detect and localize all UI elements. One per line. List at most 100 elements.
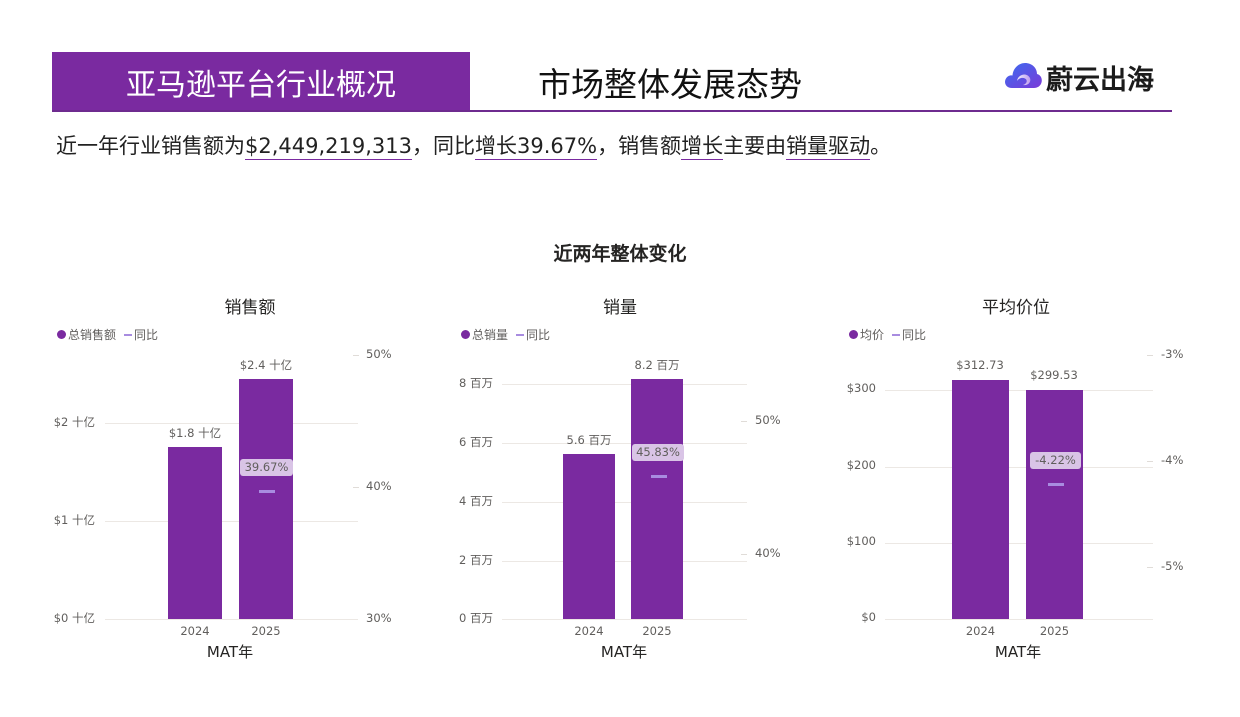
section-label: 亚马逊平台行业概况: [126, 68, 396, 103]
x-tick: 2024: [574, 624, 604, 638]
bar-value-label: $2.4 十亿: [239, 358, 293, 372]
yoy-label: 39.67%: [240, 459, 293, 476]
y-tick: 2 百万: [459, 553, 493, 567]
summary-driver: 销量驱动: [786, 134, 871, 160]
legend-item: 总销量: [472, 328, 509, 342]
y2-tick: -4%: [1161, 453, 1184, 467]
y-tick: $300: [846, 381, 876, 395]
yoy-marker[interactable]: [651, 475, 667, 478]
legend-dot-icon: [57, 330, 66, 339]
y2-tick: 50%: [755, 413, 781, 427]
y-tick: $100: [846, 534, 876, 548]
y2-tick: 50%: [366, 347, 392, 361]
gridline: [502, 384, 747, 385]
y2-tick-mark: [1147, 355, 1153, 356]
y-tick: $1 十亿: [53, 513, 95, 527]
summary-text-part: 。: [870, 134, 892, 158]
y-tick: 8 百万: [459, 376, 493, 390]
y-tick: 4 百万: [459, 494, 493, 508]
x-axis-title: MAT年: [600, 643, 648, 661]
gridline: [502, 502, 747, 503]
chart-title: 平均价位: [982, 298, 1050, 318]
x-tick: 2024: [965, 624, 996, 638]
legend-dash-icon: [892, 333, 901, 336]
legend-item: 均价: [860, 328, 885, 342]
summary-text: 近一年行业销售额为$2,449,219,313，同比增长39.67%，销售额增长…: [56, 130, 891, 160]
section-title: 近两年整体变化: [553, 243, 687, 265]
bar-value-label: 8.2 百万: [634, 358, 680, 372]
x-axis-title: MAT年: [206, 643, 254, 661]
legend-item: 同比: [526, 328, 551, 342]
brand-name: 蔚云出海: [1046, 65, 1154, 96]
y2-tick-mark: [1147, 567, 1153, 568]
summary-prefix: 近一年行业销售额为: [56, 134, 245, 158]
gridline: [502, 619, 747, 620]
chart-legend[interactable]: 总销售额 同比: [57, 326, 158, 343]
y2-tick-mark: [1147, 461, 1153, 462]
bar-2024[interactable]: [952, 380, 1009, 619]
page-title: 市场整体发展态势: [538, 65, 802, 104]
y-tick: 0 百万: [459, 611, 493, 625]
bar-2024[interactable]: [168, 447, 222, 619]
summary-text-part: ，同比: [412, 134, 475, 158]
y2-tick: 40%: [366, 479, 392, 493]
bar-2024[interactable]: [563, 454, 615, 619]
cloud-logo-icon: [1005, 63, 1042, 88]
header-divider: [52, 110, 1172, 112]
chart-title: 销量: [603, 298, 637, 318]
y2-tick-mark: [741, 554, 747, 555]
x-tick: 2024: [180, 624, 210, 638]
bar-2025[interactable]: [1026, 390, 1083, 619]
y2-tick: 30%: [366, 611, 392, 625]
gridline: [105, 423, 358, 424]
summary-sales-value: $2,449,219,313: [245, 134, 412, 160]
summary-growth: 增长39.67%: [475, 134, 598, 160]
summary-text-part: ，销售额: [597, 134, 682, 158]
legend-item: 同比: [902, 328, 927, 342]
x-axis-title: MAT年: [994, 643, 1042, 661]
legend-item: 同比: [134, 328, 159, 342]
y2-tick: 40%: [755, 546, 781, 560]
summary-growth-word: 增长: [681, 134, 724, 160]
y2-tick-mark: [353, 355, 359, 356]
gridline: [502, 561, 747, 562]
chart-legend[interactable]: 总销量 同比: [461, 326, 550, 343]
yoy-label: 45.83%: [632, 444, 684, 461]
y2-tick: -3%: [1161, 347, 1184, 361]
section-label-box: [52, 52, 470, 112]
legend-dot-icon: [461, 330, 470, 339]
bar-value-label: $1.8 十亿: [168, 426, 222, 440]
y2-tick-mark: [353, 487, 359, 488]
gridline: [885, 467, 1153, 468]
bar-2025[interactable]: [631, 379, 683, 619]
x-tick: 2025: [251, 624, 281, 638]
y-tick: $200: [846, 458, 876, 472]
legend-item: 总销售额: [68, 328, 117, 342]
legend-dash-icon: [124, 333, 133, 336]
gridline: [502, 443, 747, 444]
bar-value-label: $312.73: [956, 358, 1004, 372]
bar-value-label: 5.6 百万: [566, 433, 612, 447]
legend-dot-icon: [849, 330, 858, 339]
bar-2025[interactable]: [239, 379, 293, 619]
yoy-marker[interactable]: [259, 490, 275, 493]
gridline: [885, 390, 1153, 391]
chart-title: 销售额: [224, 298, 276, 318]
chart-legend[interactable]: 均价 同比: [849, 326, 926, 343]
y-tick: $2 十亿: [53, 415, 95, 429]
gridline: [885, 619, 1153, 620]
yoy-label: -4.22%: [1030, 452, 1081, 469]
legend-dash-icon: [516, 333, 525, 336]
gridline: [105, 521, 358, 522]
y2-tick-mark: [741, 421, 747, 422]
gridline: [105, 619, 358, 620]
x-tick: 2025: [1039, 624, 1070, 638]
bar-value-label: $299.53: [1030, 368, 1078, 382]
x-tick: 2025: [642, 624, 672, 638]
gridline: [885, 543, 1153, 544]
y-tick: 6 百万: [459, 435, 493, 449]
yoy-marker[interactable]: [1048, 483, 1064, 486]
summary-text-part: 主要由: [723, 134, 787, 158]
y-tick: $0 十亿: [53, 611, 95, 625]
y-tick: $0: [861, 610, 876, 624]
